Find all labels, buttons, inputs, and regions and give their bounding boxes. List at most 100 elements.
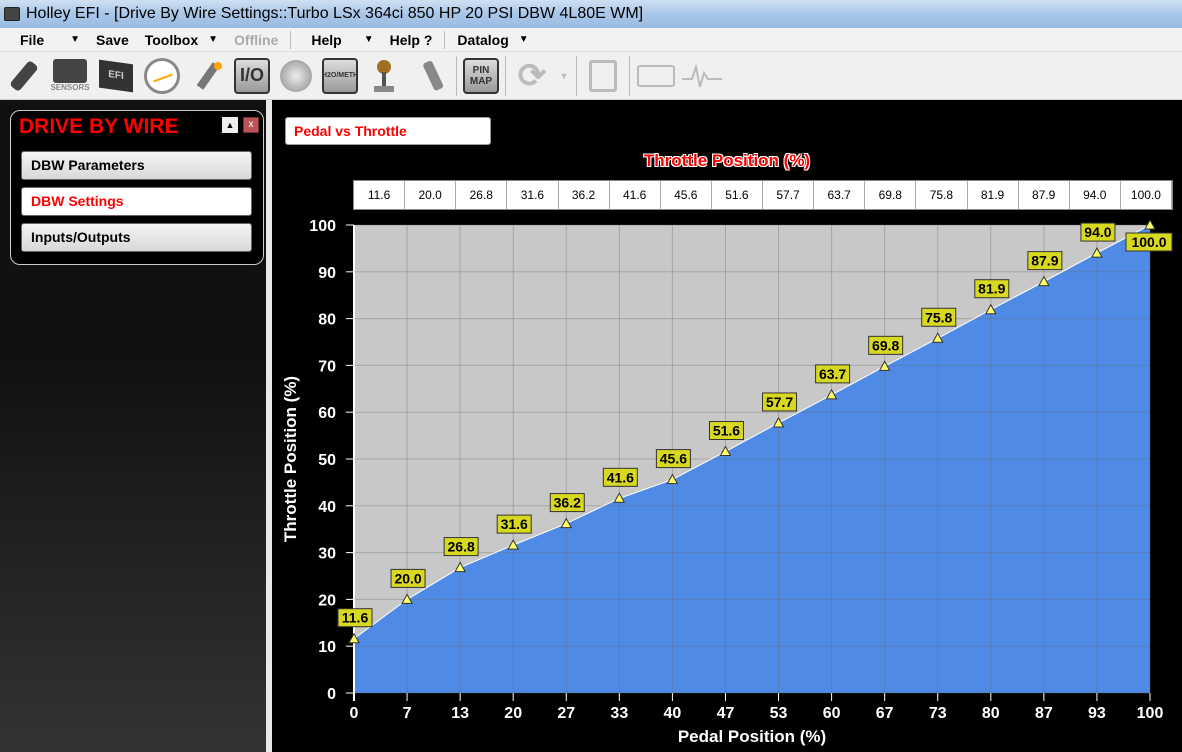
pedal-icon[interactable] — [410, 56, 450, 96]
table-cell[interactable]: 57.7 — [763, 181, 815, 209]
data-point-marker — [1144, 218, 1156, 230]
chart-tab[interactable]: Pedal vs Throttle — [285, 117, 491, 145]
sensors-icon[interactable]: SENSORS — [50, 56, 90, 96]
close-button[interactable]: x — [243, 117, 259, 133]
menu-toolbox-label: Toolbox — [144, 31, 199, 48]
x-tick-label: 7 — [403, 705, 412, 722]
water-meth-icon[interactable]: H2O/METH — [322, 57, 358, 94]
pin-map-icon[interactable]: PIN MAP — [463, 57, 499, 94]
chevron-down-icon[interactable]: ▼ — [70, 34, 81, 45]
separator — [629, 55, 630, 96]
x-tick-label: 60 — [823, 705, 841, 722]
injector-icon[interactable] — [4, 56, 44, 96]
menu-help[interactable]: Help ▼ — [295, 32, 381, 48]
data-label: 100.0 — [1131, 234, 1166, 250]
sidebar-item-dbw-settings[interactable]: DBW Settings — [21, 187, 252, 216]
data-label: 57.7 — [766, 394, 793, 410]
data-point-marker — [1038, 275, 1050, 287]
window-title: Holley EFI - [Drive By Wire Settings::Tu… — [26, 5, 644, 22]
x-tick-label: 40 — [664, 705, 682, 722]
data-label-box — [1027, 251, 1063, 271]
data-label: 87.9 — [1031, 253, 1058, 269]
data-point-marker — [401, 593, 413, 604]
data-label: 26.8 — [448, 539, 475, 555]
table-cell[interactable]: 100.0 — [1121, 181, 1172, 209]
table-cell[interactable]: 41.6 — [610, 181, 661, 209]
turbo-icon[interactable] — [276, 56, 316, 96]
table-cell[interactable]: 51.6 — [712, 181, 763, 209]
refresh-icon[interactable]: ⟳ — [517, 56, 547, 95]
x-tick-label: 87 — [1035, 705, 1053, 722]
data-label: 11.6 — [342, 610, 369, 626]
data-label-box — [868, 335, 904, 355]
table-cell[interactable]: 63.7 — [814, 181, 866, 209]
data-label-box — [602, 467, 638, 487]
menu-offline-label: Offline — [234, 31, 279, 48]
data-point-marker — [454, 561, 466, 573]
table-cell[interactable]: 31.6 — [507, 181, 559, 209]
data-label-box — [549, 493, 585, 513]
sidebar-item-inputs-outputs[interactable]: Inputs/Outputs — [21, 223, 252, 252]
data-label-box — [1080, 222, 1116, 242]
menu-help-question[interactable]: Help ? — [382, 32, 441, 48]
table-cell[interactable]: 20.0 — [405, 181, 457, 209]
pedal-vs-throttle-chart[interactable]: 0 10 20 30 40 50 60 70 80 90 100 0 7 13 20 27 33 40 47 53 60… — [272, 100, 1182, 752]
data-label: 20.0 — [394, 570, 421, 586]
data-point-marker — [984, 303, 997, 315]
notepad-icon — [583, 56, 623, 96]
x-tick-label: 80 — [982, 705, 1000, 722]
menu-datalog-label: Datalog — [457, 31, 509, 48]
data-label-box — [443, 537, 479, 557]
shifter-icon[interactable] — [364, 56, 404, 96]
table-cell[interactable]: 26.8 — [456, 181, 508, 209]
menu-save[interactable]: Save — [88, 32, 137, 48]
x-tick-label: 47 — [717, 705, 735, 722]
y-tick-label: 50 — [318, 452, 336, 469]
separator — [444, 30, 446, 49]
io-label: I/O — [239, 65, 264, 85]
chevron-down-icon[interactable]: ▼ — [363, 34, 374, 45]
separator — [456, 55, 457, 96]
sidebar-item-dbw-parameters[interactable]: DBW Parameters — [21, 151, 252, 180]
y-tick-label: 10 — [318, 639, 336, 656]
splitter[interactable] — [266, 100, 272, 752]
menu-help-label: Help — [311, 31, 342, 48]
dashboard-icon — [636, 56, 676, 96]
sidebar: DRIVE BY WIRE ▲ x DBW Parameters DBW Set… — [0, 100, 266, 752]
y-tick-label: 70 — [318, 358, 336, 375]
spark-plug-icon[interactable] — [188, 56, 228, 96]
menu-file[interactable]: File ▼ — [0, 32, 88, 48]
data-label: 45.6 — [660, 451, 687, 467]
efi-label: EFI — [99, 59, 133, 92]
table-cell[interactable]: 69.8 — [865, 181, 917, 209]
chevron-down-icon[interactable]: ▼ — [208, 34, 219, 45]
drive-by-wire-panel: DRIVE BY WIRE ▲ x DBW Parameters DBW Set… — [10, 110, 264, 265]
efi-ecu-icon[interactable]: EFI — [96, 56, 136, 96]
table-cell[interactable]: 11.6 — [354, 181, 406, 209]
menu-datalog[interactable]: Datalog ▼ — [449, 32, 536, 48]
panel-title: DRIVE BY WIRE — [19, 115, 179, 138]
data-label: 75.8 — [925, 309, 952, 325]
series-line — [353, 224, 1151, 640]
table-cell[interactable]: 45.6 — [661, 181, 712, 209]
y-tick-label: 90 — [318, 265, 336, 282]
data-point-marker — [878, 360, 891, 371]
menu-toolbox[interactable]: Toolbox ▼ — [137, 32, 226, 48]
data-label: 36.2 — [554, 495, 581, 511]
y-tick-label: 80 — [318, 312, 336, 329]
data-label: 81.9 — [978, 281, 1005, 297]
data-label-box — [1125, 232, 1173, 252]
table-cell[interactable]: 81.9 — [968, 181, 1019, 209]
chevron-down-icon[interactable]: ▼ — [559, 70, 569, 81]
table-cell[interactable]: 87.9 — [1019, 181, 1070, 209]
chevron-down-icon[interactable]: ▼ — [518, 34, 529, 45]
table-cell[interactable]: 75.8 — [916, 181, 968, 209]
separator — [505, 55, 506, 96]
collapse-button[interactable]: ▲ — [222, 117, 238, 133]
io-icon[interactable]: I/O — [234, 57, 270, 94]
table-cell[interactable]: 36.2 — [559, 181, 610, 209]
table-cell[interactable]: 94.0 — [1070, 181, 1121, 209]
gauge-icon[interactable] — [142, 56, 182, 96]
y-tick-label: 20 — [318, 592, 336, 609]
pin-map-label: PIN MAP — [469, 64, 493, 87]
